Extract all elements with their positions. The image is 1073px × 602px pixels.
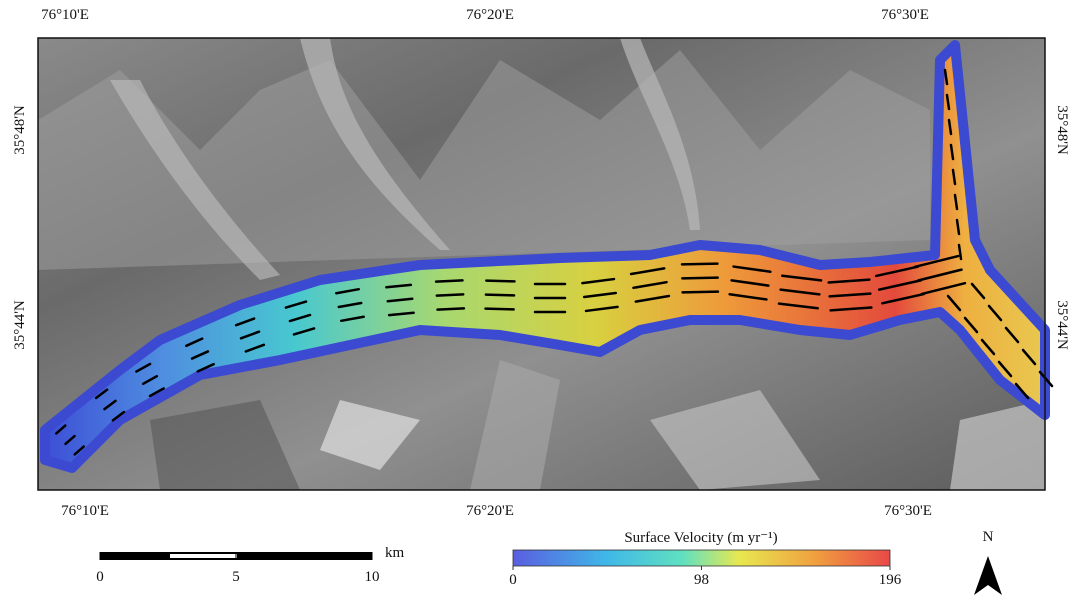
top-label: 76°10'E [41,7,89,23]
north-arrow: N [974,529,1002,595]
flow-arrow [437,294,463,295]
legend-tick-label: 0 [509,572,517,588]
bottom-label: 76°20'E [466,503,514,519]
scale-tick-label: 10 [365,569,380,585]
flow-arrow [682,264,717,265]
bottom-label: 76°10'E [61,503,109,519]
flow-arrow [683,292,718,293]
flow-arrow [486,295,514,296]
north-label: N [983,529,994,545]
left-label: 35°48'N [12,105,28,155]
right-label: 35°48'N [1054,105,1070,155]
color-legend: Surface Velocity (m yr⁻¹) 0 98 196 [509,530,902,588]
left-label: 35°44'N [12,300,28,350]
bottom-label: 76°30'E [884,503,932,519]
legend-title: Surface Velocity (m yr⁻¹) [624,530,777,546]
flow-arrow [682,278,717,279]
flow-arrow [438,308,464,309]
figure: 76°10'E 76°20'E 76°30'E 76°10'E 76°20'E … [0,0,1073,597]
top-label: 76°30'E [881,7,929,23]
flow-arrow [486,281,514,282]
flow-arrow [485,309,513,310]
scale-tick-label: 5 [232,569,240,585]
legend-tick-label: 196 [879,572,902,588]
top-label: 76°20'E [466,7,514,23]
flow-arrow [436,280,462,281]
scale-bar: km 0 5 10 [96,545,404,585]
right-label: 35°44'N [1054,300,1070,350]
scale-tick-label: 0 [96,569,104,585]
legend-tick-label: 98 [694,572,709,588]
scale-unit: km [385,545,405,561]
